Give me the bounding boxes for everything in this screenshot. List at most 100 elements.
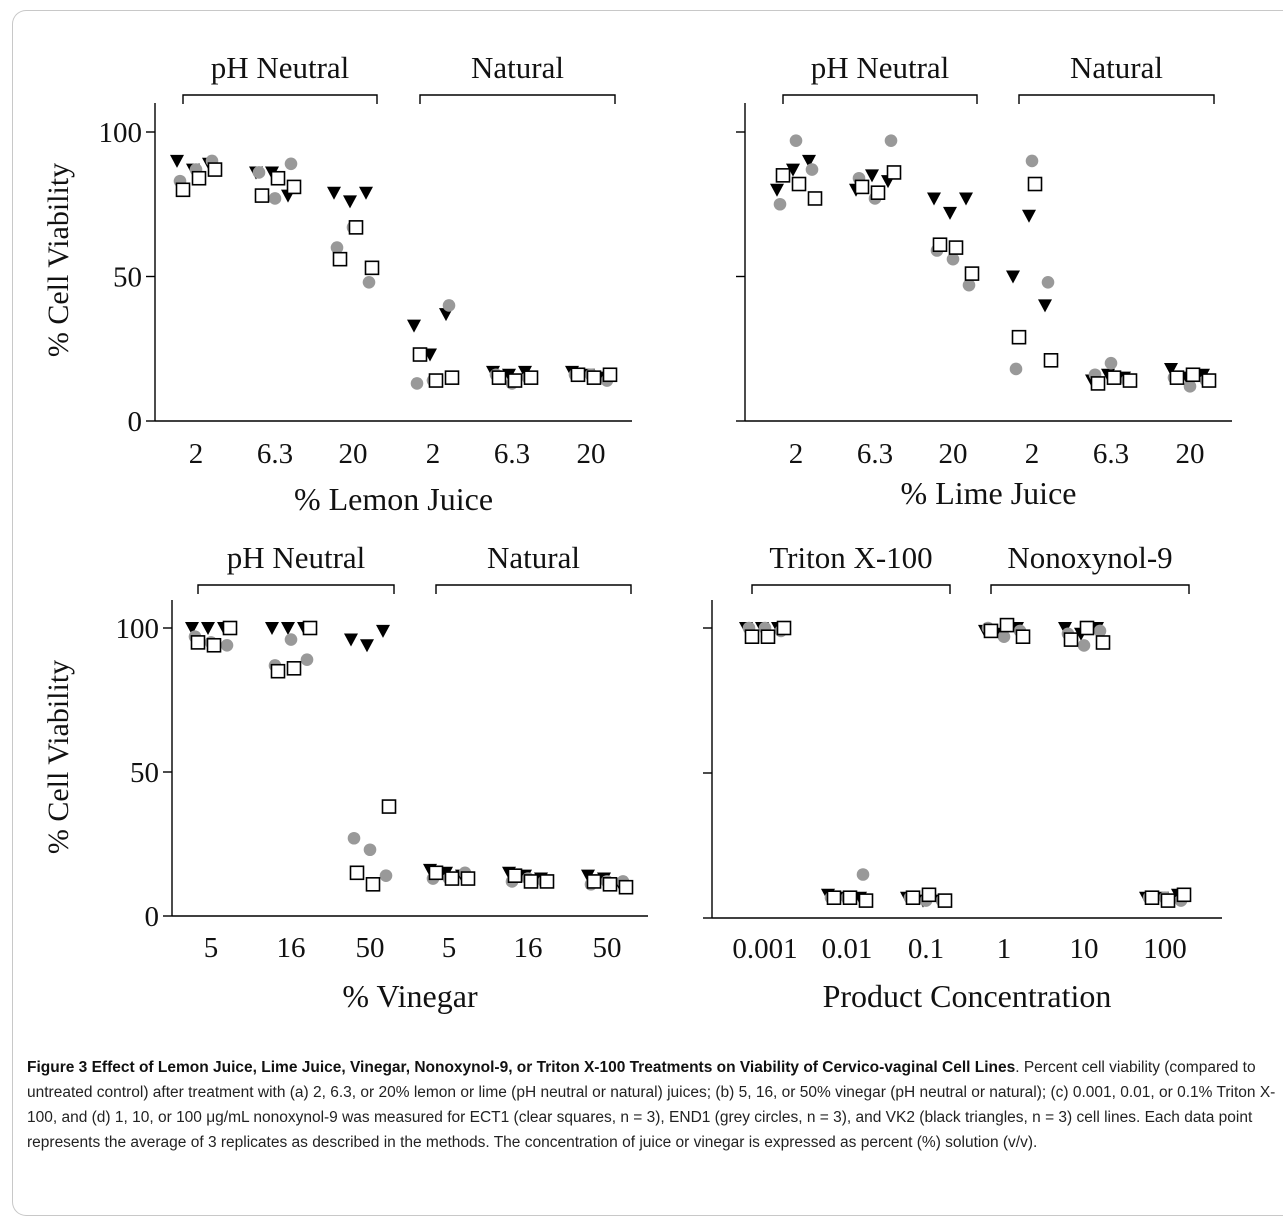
group-label: Triton X-100 <box>769 540 932 575</box>
data-point-ect1 <box>937 893 953 908</box>
data-point-end1 <box>1104 356 1118 370</box>
data-point-ect1 <box>744 629 760 645</box>
caption-title: Figure 3 Effect of Lemon Juice, Lime Jui… <box>27 1059 1016 1076</box>
data-point-ect1 <box>1144 890 1160 906</box>
data-point-vk2 <box>343 195 357 209</box>
x-tick-label: 0.01 <box>822 933 873 965</box>
data-point-vk2 <box>959 192 973 206</box>
data-point-ect1 <box>983 623 999 639</box>
x-axis-label: % Vinegar <box>342 978 478 1014</box>
data-point-ect1 <box>842 890 858 906</box>
data-point-ect1 <box>428 373 444 388</box>
data-point-end1 <box>363 843 377 857</box>
data-point-end1 <box>1041 275 1055 289</box>
data-point-end1 <box>300 653 314 666</box>
data-point-ect1 <box>1176 887 1192 903</box>
data-point-vk2 <box>943 206 957 220</box>
y-tick-label: 50 <box>130 757 159 789</box>
data-point-end1 <box>252 166 266 179</box>
data-point-end1 <box>1009 362 1023 376</box>
data-point-vk2 <box>407 319 421 333</box>
data-point-ect1 <box>207 162 223 177</box>
caption-body: . Percent cell viability (compared to un… <box>27 1059 1276 1151</box>
data-point-ect1 <box>491 370 507 385</box>
x-tick-label: 2 <box>789 438 804 470</box>
group-bracket <box>197 584 395 594</box>
x-axis-label: % Lemon Juice <box>294 481 493 517</box>
group-bracket <box>1018 94 1215 104</box>
x-tick-label: 6.3 <box>494 438 530 470</box>
group-bracket <box>419 94 616 104</box>
data-point-ect1 <box>776 620 792 636</box>
x-tick-label: 2 <box>189 438 204 470</box>
data-point-end1 <box>1077 639 1091 652</box>
x-tick-label: 50 <box>356 932 385 964</box>
data-point-ect1 <box>760 629 776 645</box>
chart-panel-a: 0 50 100 2 6.3 20 2 6.3 20 % Lemon Juice % Cell Vi… <box>42 50 632 517</box>
y-tick-label: 0 <box>128 406 143 438</box>
data-point-ect1 <box>332 251 348 267</box>
x-tick-label: 5 <box>204 932 219 964</box>
y-axis-label: % Cell Viability <box>42 660 75 854</box>
data-point-ect1 <box>807 191 823 206</box>
data-point-end1 <box>946 252 960 266</box>
x-tick-label: 0.1 <box>908 933 944 965</box>
data-point-end1 <box>379 869 393 882</box>
data-point-end1 <box>284 633 298 646</box>
data-point-vk2 <box>1164 362 1178 376</box>
data-point-ect1 <box>870 185 886 200</box>
data-point-vk2 <box>376 624 390 638</box>
data-point-ect1 <box>886 165 902 180</box>
data-point-ect1 <box>1122 373 1138 388</box>
y-axis-label: % Cell Viability <box>42 163 75 357</box>
group-label: Natural <box>1070 50 1163 85</box>
data-point-ect1 <box>791 176 807 192</box>
data-point-ect1 <box>1185 367 1201 383</box>
data-point-ect1 <box>602 367 618 383</box>
x-tick-label: 2 <box>1025 438 1040 470</box>
data-point-ect1 <box>270 170 286 186</box>
data-point-end1 <box>1025 154 1039 168</box>
x-tick-label: 16 <box>277 932 306 964</box>
group-label: pH Neutral <box>211 50 350 85</box>
data-point-ect1 <box>460 871 476 886</box>
x-tick-label: 10 <box>1070 933 1099 965</box>
group-label: Natural <box>487 540 580 575</box>
data-point-end1 <box>362 275 376 289</box>
y-tick-label: 0 <box>145 901 160 933</box>
data-point-ect1 <box>302 620 318 636</box>
x-tick-label: 100 <box>1143 933 1187 965</box>
data-point-ect1 <box>905 890 921 906</box>
x-tick-label: 5 <box>442 932 457 964</box>
data-point-ect1 <box>175 182 191 198</box>
data-point-ect1 <box>1160 893 1176 908</box>
x-tick-label: 1 <box>997 933 1012 965</box>
group-bracket <box>182 94 378 104</box>
data-point-ect1 <box>507 868 523 883</box>
x-tick-label: 20 <box>939 438 968 470</box>
data-point-ect1 <box>523 874 539 889</box>
chart-panel-c: 0 50 100 5 16 50 5 16 50 % Vinegar % Cell Viabilit… <box>42 540 648 1014</box>
data-point-ect1 <box>364 260 380 276</box>
data-point-ect1 <box>1043 353 1059 368</box>
data-point-ect1 <box>1079 620 1095 636</box>
data-point-ect1 <box>570 367 586 383</box>
data-point-ect1 <box>1011 329 1027 345</box>
data-point-end1 <box>220 638 234 652</box>
data-point-vk2 <box>770 183 784 197</box>
data-point-end1 <box>1093 624 1107 638</box>
data-point-vk2 <box>1038 299 1052 313</box>
x-tick-label: 20 <box>577 438 606 470</box>
data-point-vk2 <box>802 154 816 168</box>
group-label: pH Neutral <box>227 540 366 575</box>
group-label: Nonoxynol-9 <box>1007 540 1172 575</box>
data-point-end1 <box>410 377 424 390</box>
data-point-end1 <box>284 157 298 171</box>
group-bracket <box>782 94 978 104</box>
group-bracket <box>435 584 632 594</box>
data-point-ect1 <box>1027 176 1043 192</box>
data-point-end1 <box>805 163 819 176</box>
data-point-ect1 <box>948 240 964 255</box>
y-tick-label: 50 <box>113 262 142 294</box>
data-point-vk2 <box>359 186 373 200</box>
